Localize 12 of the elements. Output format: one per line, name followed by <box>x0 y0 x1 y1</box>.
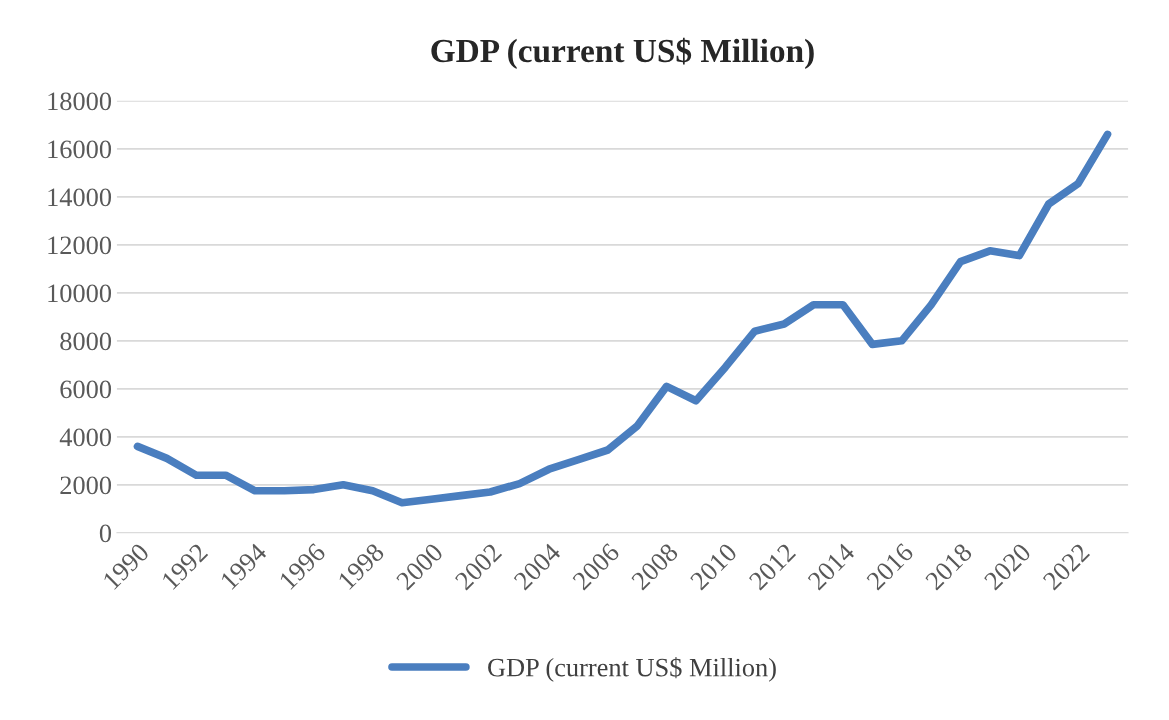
y-tick-label: 18000 <box>48 92 112 111</box>
y-tick-label: 4000 <box>59 428 112 447</box>
y-tick-label: 12000 <box>48 236 112 255</box>
legend-label: GDP (current US$ Million) <box>488 657 776 682</box>
y-tick-label: 6000 <box>60 380 112 399</box>
y-tick-label: 2000 <box>60 476 112 495</box>
y-tick-label: 10000 <box>48 284 112 303</box>
y-tick-label: 8000 <box>60 332 112 351</box>
y-tick-label: 16000 <box>48 140 112 159</box>
y-tick-label: 0 <box>99 524 112 543</box>
y-tick-label: 14000 <box>48 188 112 207</box>
chart-title: GDP (current US$ Million) <box>431 37 814 70</box>
